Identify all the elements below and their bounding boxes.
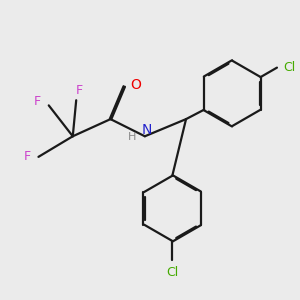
Text: Cl: Cl	[166, 266, 178, 279]
Text: F: F	[34, 95, 41, 108]
Text: N: N	[141, 123, 152, 137]
Text: F: F	[24, 150, 31, 164]
Text: F: F	[76, 84, 83, 97]
Text: Cl: Cl	[283, 61, 295, 74]
Text: H: H	[128, 132, 136, 142]
Text: O: O	[130, 78, 141, 92]
